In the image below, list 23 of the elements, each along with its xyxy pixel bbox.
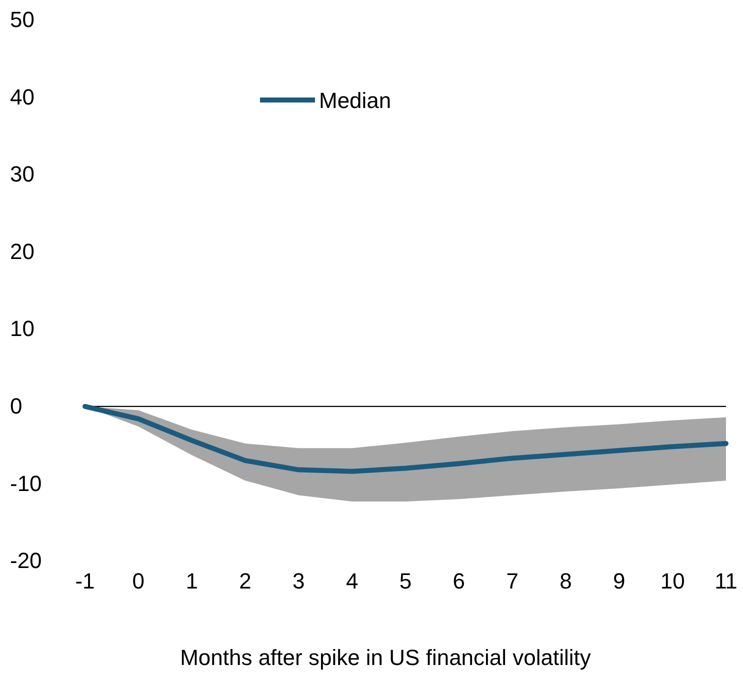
x-axis-title: Months after spike in US financial volatility — [180, 645, 591, 670]
x-tick-label: 6 — [452, 568, 466, 594]
x-tick-label: 11 — [714, 568, 738, 594]
y-tick-label: 50 — [10, 7, 34, 32]
y-tick-label: 20 — [10, 238, 34, 264]
y-tick-label: 0 — [10, 393, 22, 418]
y-tick-label: 40 — [10, 84, 34, 110]
x-tick-label: 8 — [560, 568, 572, 594]
x-tick-label: 0 — [132, 568, 145, 594]
x-tick-label: 10 — [660, 568, 685, 594]
y-tick-label: 10 — [10, 316, 34, 342]
y-tick-label: -10 — [10, 470, 42, 496]
y-tick-label: -20 — [10, 548, 42, 574]
legend-label: Median — [319, 88, 392, 113]
x-tick-label: 5 — [399, 568, 412, 594]
x-tick-label: -1 — [75, 568, 95, 594]
x-tick-label: 7 — [506, 568, 518, 594]
x-tick-label: 2 — [239, 568, 252, 594]
x-tick-label: 3 — [292, 568, 305, 594]
x-tick-label: 9 — [613, 568, 626, 594]
x-tick-label: 1 — [186, 568, 198, 594]
y-tick-label: 30 — [10, 162, 34, 187]
x-tick-label: 4 — [346, 568, 358, 594]
